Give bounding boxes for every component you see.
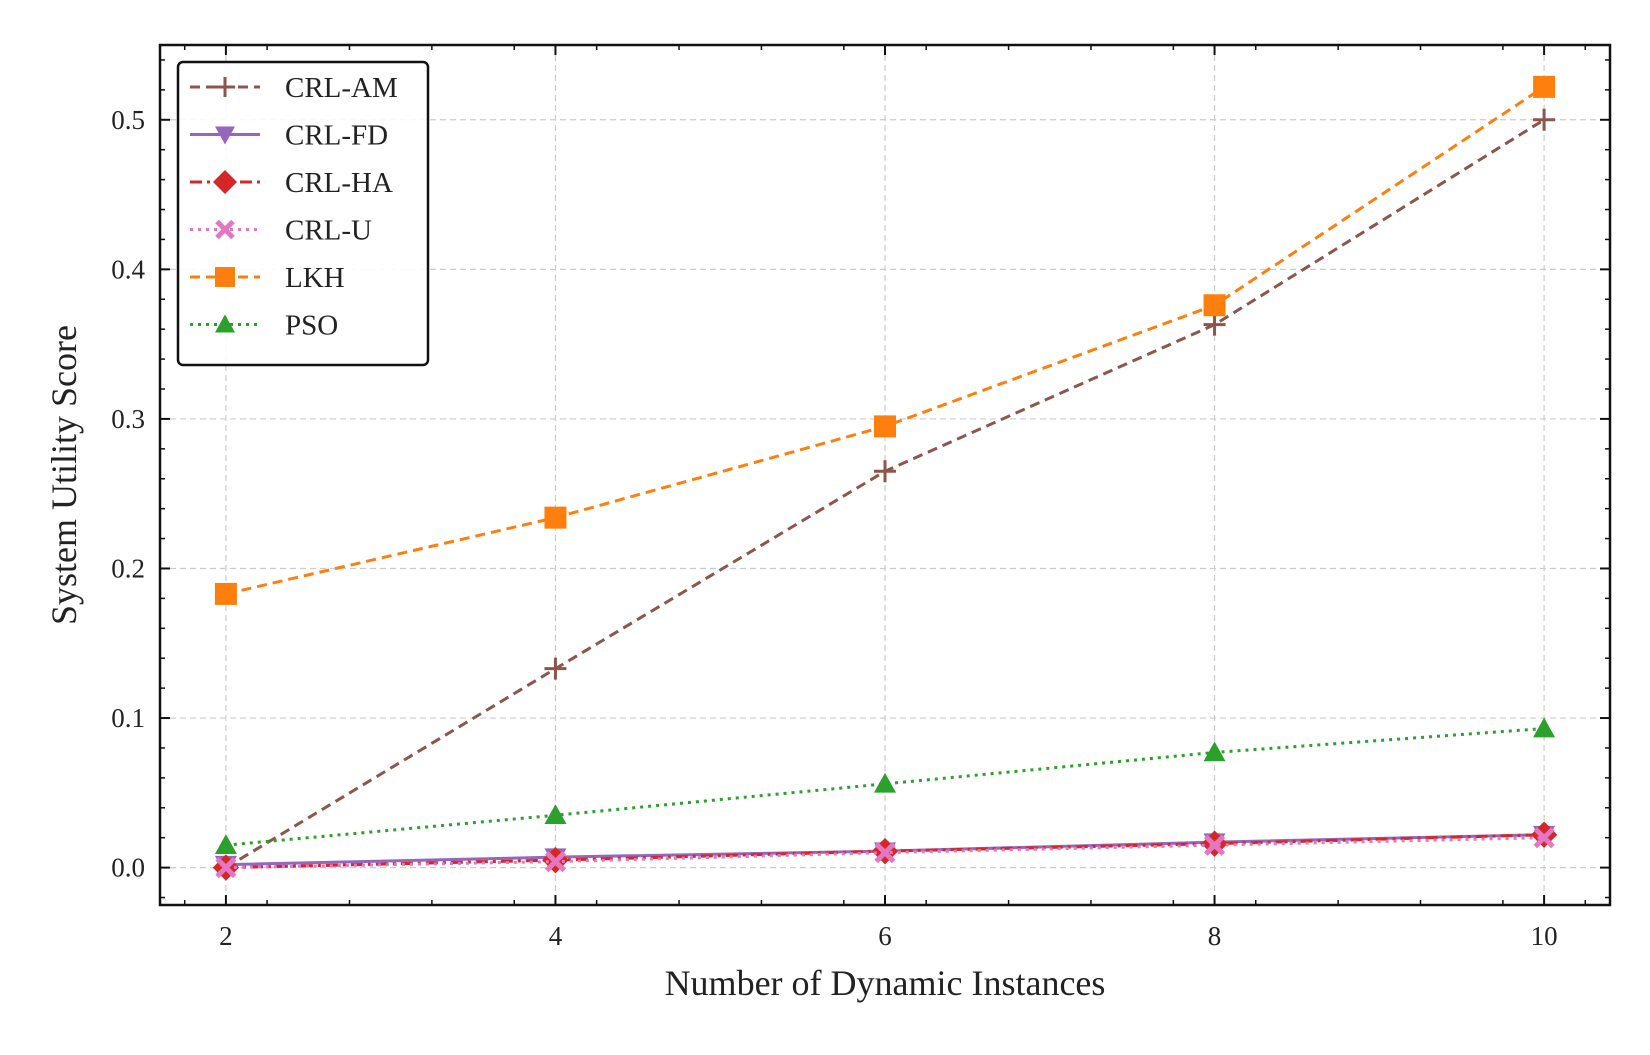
legend-label: CRL-FD bbox=[285, 120, 388, 152]
y-axis-label: System Utility Score bbox=[44, 325, 84, 625]
legend-item: CRL-HA bbox=[190, 167, 393, 199]
legend-marker bbox=[215, 77, 235, 97]
legend-label: CRL-AM bbox=[285, 72, 398, 104]
data-point bbox=[1203, 313, 1226, 336]
x-tick-label: 8 bbox=[1208, 921, 1222, 951]
data-point bbox=[1533, 827, 1555, 849]
data-point bbox=[544, 657, 567, 680]
x-axis-label: Number of Dynamic Instances bbox=[665, 963, 1106, 1003]
y-tick-label: 0.4 bbox=[111, 254, 145, 284]
series-crl-am bbox=[214, 108, 1556, 879]
data-point bbox=[214, 582, 237, 605]
legend-label: CRL-HA bbox=[285, 167, 393, 199]
legend-label: LKH bbox=[285, 262, 345, 294]
legend: CRL-AM CRL-FD CRL-HA CRL-U LKH PSO bbox=[176, 60, 430, 367]
series-crl-u bbox=[215, 827, 1555, 879]
series-pso bbox=[214, 717, 1556, 854]
data-point bbox=[1533, 717, 1556, 738]
y-tick-label: 0.2 bbox=[111, 553, 145, 583]
data-point bbox=[214, 834, 237, 854]
x-tick-label: 2 bbox=[219, 921, 233, 951]
legend-marker bbox=[215, 219, 235, 240]
legend-item: LKH bbox=[190, 262, 345, 294]
data-point bbox=[1203, 741, 1226, 762]
legend-item: CRL-FD bbox=[190, 120, 388, 152]
x-tick-label: 4 bbox=[549, 921, 563, 951]
legend-item: CRL-AM bbox=[190, 72, 398, 104]
legend-marker bbox=[213, 170, 237, 194]
y-tick-label: 0.0 bbox=[111, 853, 145, 883]
legend-marker bbox=[215, 314, 235, 333]
legend-item: CRL-U bbox=[190, 215, 372, 247]
legend-marker bbox=[215, 267, 235, 287]
series-lkh bbox=[214, 75, 1556, 605]
data-point bbox=[1533, 108, 1556, 131]
series-line bbox=[225, 836, 1545, 870]
data-point bbox=[544, 506, 567, 529]
legend-label: PSO bbox=[285, 310, 338, 342]
x-tick-label: 10 bbox=[1531, 921, 1558, 951]
legend-marker bbox=[215, 126, 235, 145]
data-point bbox=[215, 857, 237, 879]
legend-item: PSO bbox=[190, 310, 338, 342]
data-point bbox=[874, 772, 896, 793]
y-tick-label: 0.1 bbox=[111, 703, 145, 733]
data-point bbox=[544, 804, 567, 825]
y-tick-label: 0.3 bbox=[111, 404, 145, 434]
legend-label: CRL-U bbox=[285, 215, 372, 247]
data-point bbox=[1203, 834, 1226, 856]
axis-ticks: 2 4 6 8 10 0.0 0.1 0.2 0.3 0.4 0.5 bbox=[111, 45, 1610, 951]
data-point bbox=[874, 842, 896, 864]
y-tick-label: 0.5 bbox=[111, 105, 145, 135]
data-point bbox=[874, 415, 896, 438]
series-layer bbox=[212, 75, 1558, 881]
data-point bbox=[1533, 75, 1556, 98]
data-point bbox=[544, 851, 567, 873]
x-tick-label: 6 bbox=[878, 921, 892, 951]
data-point bbox=[874, 460, 896, 483]
legend-box bbox=[176, 60, 430, 367]
data-point bbox=[1203, 294, 1226, 317]
